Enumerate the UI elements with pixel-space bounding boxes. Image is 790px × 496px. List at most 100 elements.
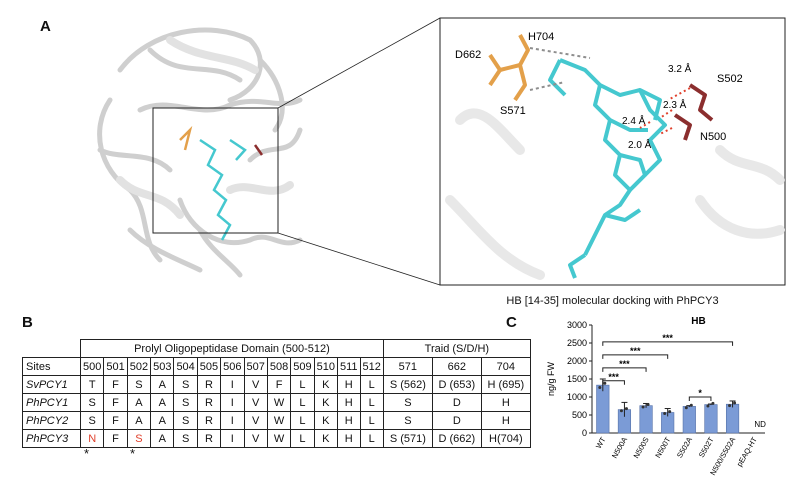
x-tick-label: N500A xyxy=(610,436,629,460)
residue-cell: I xyxy=(220,393,245,412)
docking-caption: HB [14-35] molecular docking with PhPCY3 xyxy=(506,295,719,307)
protein-cartoon-light xyxy=(116,36,294,219)
position-cell: 511 xyxy=(336,357,361,376)
label-s571: S571 xyxy=(500,105,526,117)
triad-overview xyxy=(179,125,193,151)
residue-cell: A xyxy=(150,429,175,448)
residue-cell: A xyxy=(150,411,175,430)
significance-bracket xyxy=(602,380,625,385)
residue-cell: L xyxy=(290,393,315,412)
residue-cell: R xyxy=(196,393,222,412)
y-tick-label: 1500 xyxy=(567,374,587,384)
significance-bracket xyxy=(602,341,734,346)
residue-cell: S xyxy=(79,393,105,412)
residue-cell: L xyxy=(359,393,384,412)
residue-cell: R xyxy=(196,429,222,448)
residue-cell: K xyxy=(313,429,338,448)
bar xyxy=(596,384,610,434)
hb-bar-chart: 0 500 1000 1500 2000 2500 3000 ng/g FW HB WT N500A… xyxy=(546,316,766,477)
panel-b-label: B xyxy=(22,314,33,331)
data-point xyxy=(619,409,623,413)
ligand-zoom xyxy=(548,58,667,279)
position-cell: 500 xyxy=(79,357,105,376)
distance-3-2: 3.2 Å xyxy=(668,62,692,75)
residue-cell: L xyxy=(290,411,315,430)
zoom-box xyxy=(152,107,279,234)
y-tick-label: 2000 xyxy=(567,356,587,366)
significance-label: * xyxy=(698,388,702,398)
protein-cartoon xyxy=(97,27,303,278)
significance-bracket xyxy=(602,367,647,372)
y-tick-label: 0 xyxy=(582,428,587,438)
position-cell: 501 xyxy=(103,357,128,376)
significance-bracket xyxy=(602,354,669,359)
position-cell: 502 xyxy=(126,357,152,376)
zoom-line-bottom xyxy=(277,232,441,286)
position-cell: 503 xyxy=(150,357,175,376)
positions-row: Sites 500 501 502 503 504 505 506 507 50… xyxy=(22,357,531,376)
x-tick-label: pEAQ-HT xyxy=(735,435,759,468)
data-point xyxy=(711,401,715,405)
panel-a-label: A xyxy=(40,18,51,35)
triad-cell: H(704) xyxy=(480,429,531,448)
chart-title: HB xyxy=(691,316,705,327)
significance-label: *** xyxy=(619,359,630,369)
hbonds xyxy=(529,47,591,91)
residue-cell: S xyxy=(173,411,198,430)
residue-cell: L xyxy=(359,429,384,448)
y-tick-label: 1000 xyxy=(567,392,587,402)
residue-cell: K xyxy=(313,393,338,412)
panel-a-structure: H704 D662 S571 S502 N500 3.2 Å 2.3 Å 2.4… xyxy=(97,17,786,286)
significance-bracket xyxy=(688,396,712,401)
data-point xyxy=(663,412,667,416)
residue-cell: K xyxy=(313,411,338,430)
residue-cell: R xyxy=(196,375,222,394)
domain-header: Prolyl Oligopeptidase Domain (500-512) xyxy=(80,339,384,358)
zoom-line-top xyxy=(277,17,441,109)
sequence-row: PhPCY1 S F A A S R I V W L K H L S D H xyxy=(22,393,531,412)
label-h704: H704 xyxy=(528,31,554,43)
triad-zoom xyxy=(488,34,530,102)
residue-cell: H xyxy=(336,411,361,430)
data-point xyxy=(668,410,672,414)
significance-label: *** xyxy=(662,333,673,343)
data-point xyxy=(728,404,732,408)
triad-cell: S xyxy=(382,393,433,412)
x-tick-label: N500T xyxy=(653,435,672,459)
bar xyxy=(639,405,653,434)
data-point xyxy=(733,401,737,405)
residue-cell: S xyxy=(173,375,198,394)
position-cell: 508 xyxy=(266,357,292,376)
sequence-row: PhPCY2 S F A A S R I V W L K H L S D H xyxy=(22,411,531,430)
star-marker-500: * xyxy=(84,446,90,461)
residue-cell-highlight: N xyxy=(79,429,105,448)
residue-cell: H xyxy=(336,393,361,412)
triad-cell: D xyxy=(431,411,482,430)
triad-cell: D xyxy=(431,393,482,412)
sequence-name: PhPCY2 xyxy=(22,411,81,430)
distance-2-3: 2.3 Å xyxy=(663,98,687,111)
residue-cell: W xyxy=(266,393,292,412)
residue-cell: V xyxy=(243,393,268,412)
sequence-name: PhPCY1 xyxy=(22,393,81,412)
residue-cell: H xyxy=(336,429,361,448)
residue-cell: A xyxy=(126,411,152,430)
triad-position: 662 xyxy=(431,357,482,376)
residue-cell: W xyxy=(266,429,292,448)
distance-2-4: 2.4 Å xyxy=(622,114,646,127)
residue-cell: K xyxy=(313,375,338,394)
data-point xyxy=(646,403,650,407)
label-n500: N500 xyxy=(700,131,726,143)
residue-cell: A xyxy=(150,375,175,394)
y-tick-label: 500 xyxy=(572,410,587,420)
sequence-name: PhPCY3 xyxy=(22,429,81,448)
data-point xyxy=(684,406,688,410)
label-s502: S502 xyxy=(717,73,743,85)
residue-cell-highlight: S xyxy=(126,429,152,448)
alignment-table: Prolyl Oligopeptidase Domain (500-512) T… xyxy=(22,339,531,448)
residue-cell: S xyxy=(173,393,198,412)
position-cell: 510 xyxy=(313,357,338,376)
x-tick-label: S502A xyxy=(675,436,694,460)
residue-cell: L xyxy=(290,429,315,448)
position-cell: 505 xyxy=(196,357,222,376)
